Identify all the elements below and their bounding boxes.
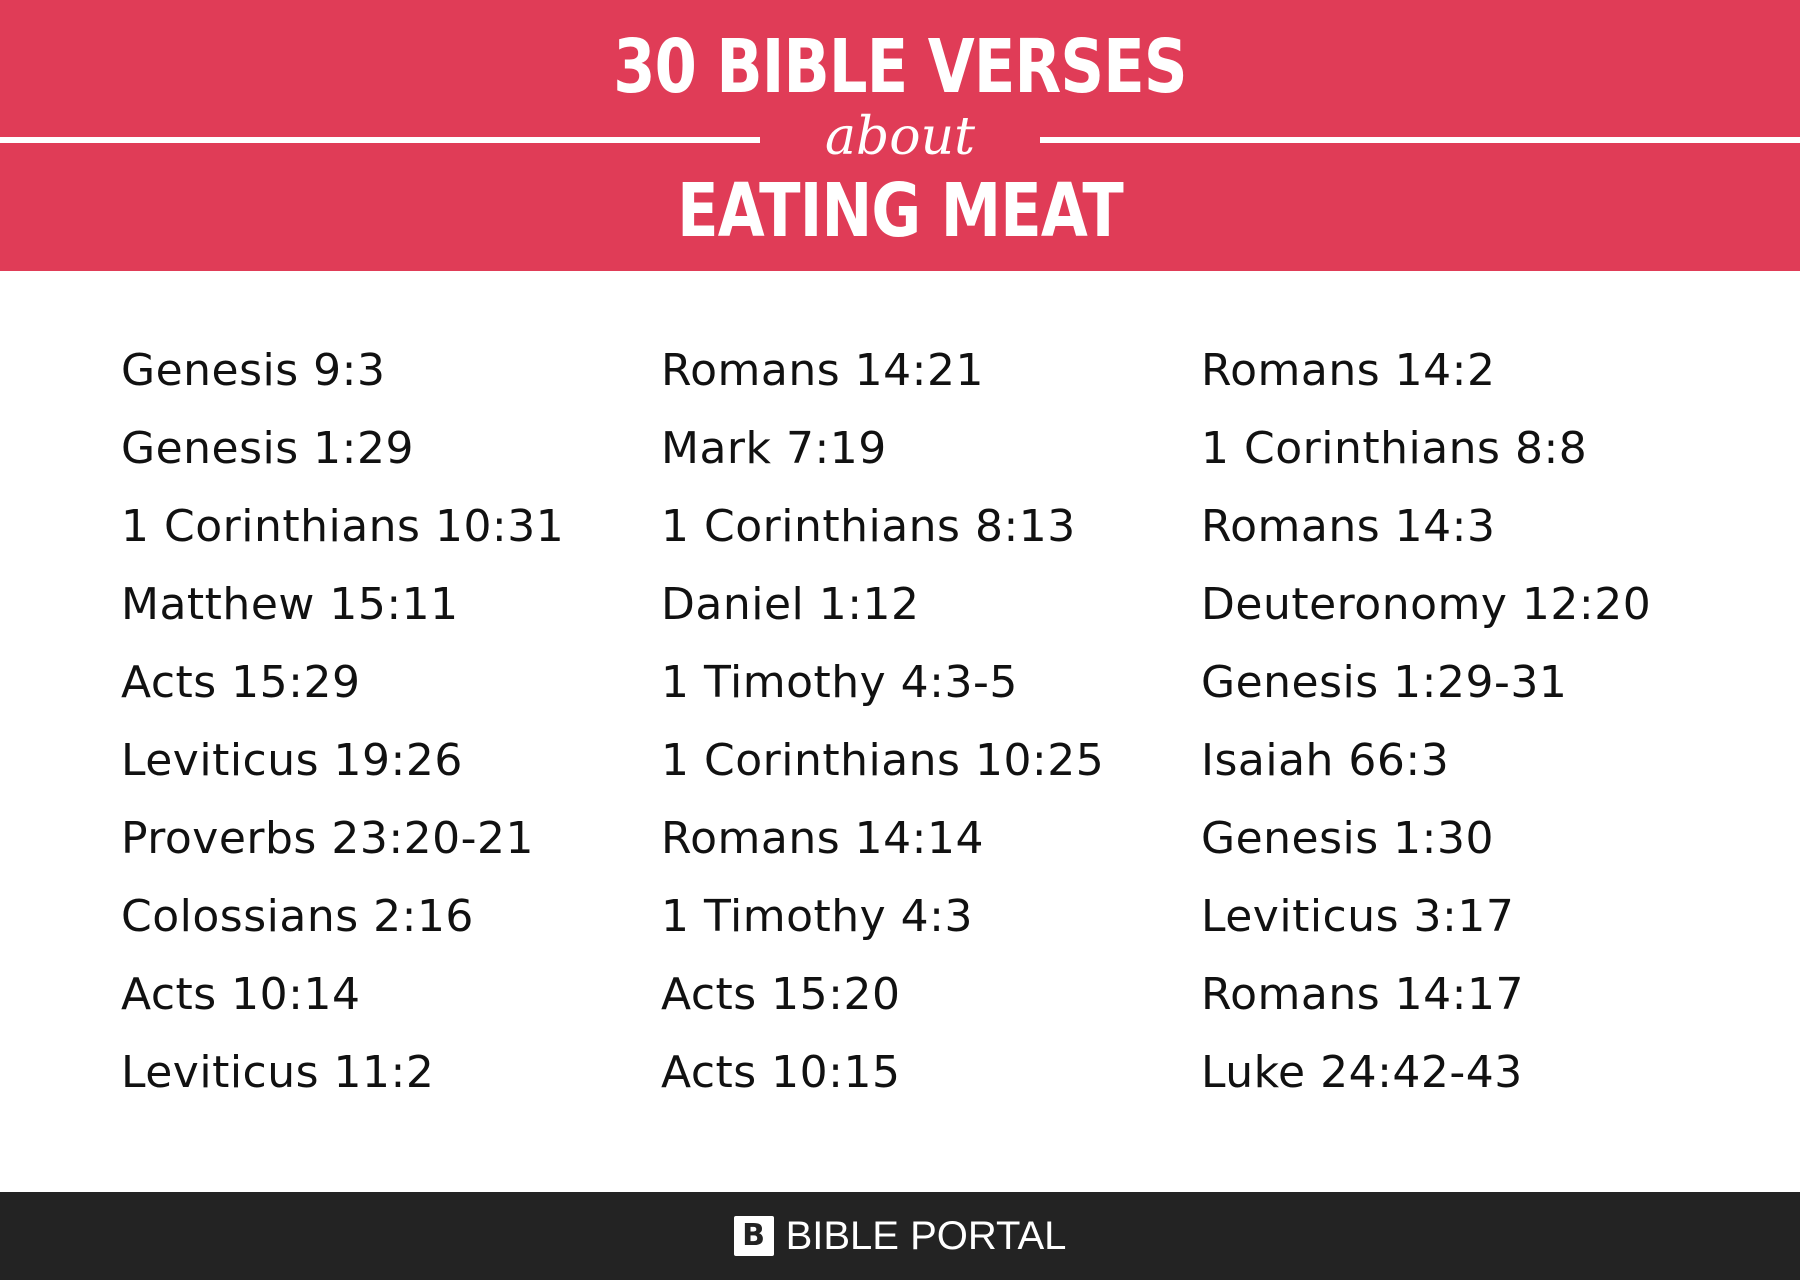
verse-item: Genesis 9:3 — [121, 345, 386, 396]
verse-item: Isaiah 66:3 — [1201, 735, 1450, 786]
title-top: 30 BIBLE VERSES — [613, 24, 1187, 110]
verse-item: Romans 14:17 — [1201, 969, 1524, 1020]
verse-list: Genesis 9:3 Genesis 1:29 1 Corinthians 1… — [0, 332, 1800, 1112]
verse-item: Acts 15:29 — [121, 657, 361, 708]
verse-item: Acts 10:15 — [661, 1047, 901, 1098]
verse-item: Deuteronomy 12:20 — [1201, 579, 1652, 630]
verse-item: 1 Corinthians 10:25 — [661, 735, 1105, 786]
divider-right — [1040, 137, 1800, 143]
verse-item: Acts 10:14 — [121, 969, 361, 1020]
book-logo-icon: B — [733, 1216, 774, 1256]
verse-item: 1 Corinthians 8:8 — [1201, 423, 1588, 474]
verse-item: Leviticus 3:17 — [1201, 891, 1515, 942]
verse-item: Romans 14:3 — [1201, 501, 1496, 552]
footer-bar: B BIBLE PORTAL — [0, 1192, 1800, 1280]
verse-item: Genesis 1:29-31 — [1201, 657, 1568, 708]
brand-name: BIBLE PORTAL — [785, 1213, 1067, 1258]
verse-item: Proverbs 23:20-21 — [121, 813, 535, 864]
title-about: about — [825, 107, 975, 167]
verse-item: Romans 14:21 — [661, 345, 984, 396]
verse-column-2: Romans 14:21 Mark 7:19 1 Corinthians 8:1… — [661, 332, 1181, 1112]
verse-item: Colossians 2:16 — [121, 891, 474, 942]
verse-item: Luke 24:42-43 — [1201, 1047, 1523, 1098]
verse-item: Genesis 1:30 — [1201, 813, 1494, 864]
verse-item: 1 Timothy 4:3 — [661, 891, 973, 942]
brand: B BIBLE PORTAL — [0, 1192, 1800, 1280]
verse-item: Mark 7:19 — [661, 423, 887, 474]
verse-column-3: Romans 14:2 1 Corinthians 8:8 Romans 14:… — [1201, 332, 1721, 1112]
verse-item: Acts 15:20 — [661, 969, 901, 1020]
title-bottom: EATING MEAT — [677, 168, 1124, 254]
verse-item: Romans 14:2 — [1201, 345, 1496, 396]
verse-item: Daniel 1:12 — [661, 579, 920, 630]
verse-item: Leviticus 19:26 — [121, 735, 463, 786]
verse-item: 1 Corinthians 10:31 — [121, 501, 565, 552]
verse-item: 1 Timothy 4:3-5 — [661, 657, 1018, 708]
verse-item: Matthew 15:11 — [121, 579, 459, 630]
verse-item: Genesis 1:29 — [121, 423, 414, 474]
divider-left — [0, 137, 760, 143]
verse-item: Romans 14:14 — [661, 813, 984, 864]
header-banner: 30 BIBLE VERSES about EATING MEAT — [0, 0, 1800, 271]
verse-column-1: Genesis 9:3 Genesis 1:29 1 Corinthians 1… — [121, 332, 641, 1112]
verse-item: Leviticus 11:2 — [121, 1047, 435, 1098]
verse-item: 1 Corinthians 8:13 — [661, 501, 1076, 552]
